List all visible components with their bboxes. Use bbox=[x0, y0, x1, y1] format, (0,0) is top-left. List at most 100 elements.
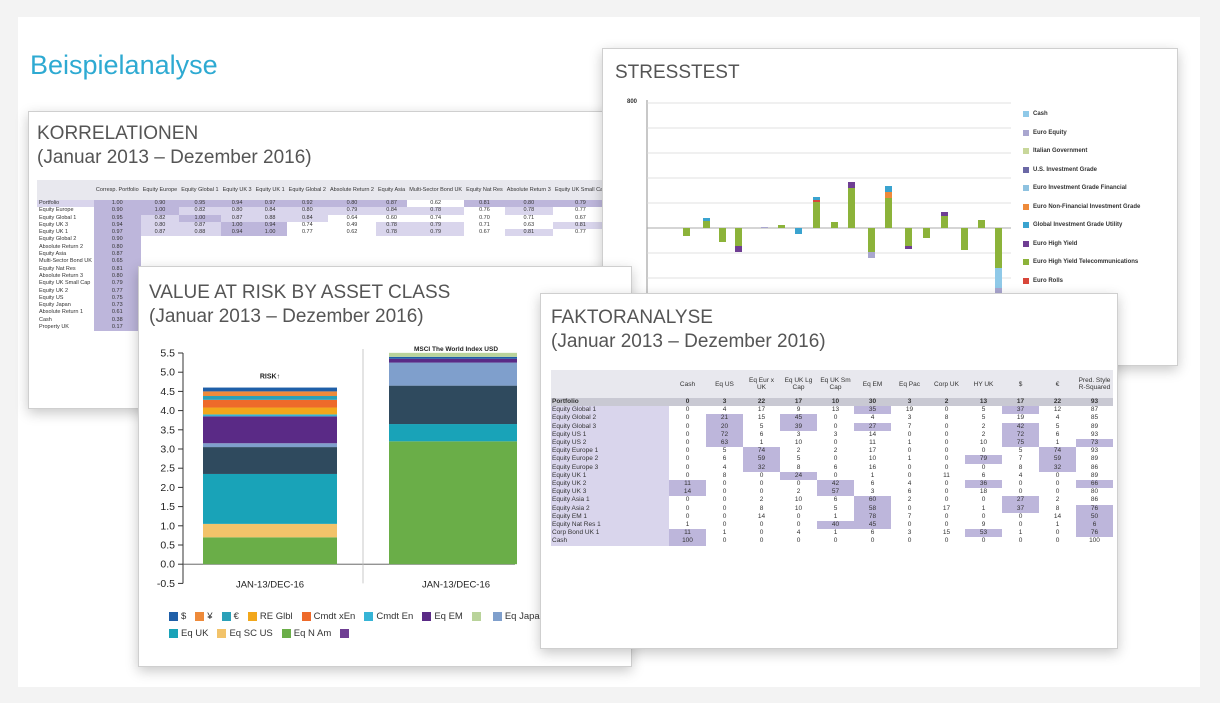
table-cell bbox=[553, 244, 608, 251]
table-cell: 5 bbox=[981, 406, 986, 414]
legend-label: € bbox=[233, 611, 239, 622]
var-subtitle: (Januar 2013 – Dezember 2016) bbox=[149, 306, 424, 327]
table-cell: 14 bbox=[757, 512, 766, 520]
table-row: Equity Global 3 0 20 5 39 0 27 7 0 2 42 5 89 bbox=[551, 422, 1113, 431]
legend-item: Italian Government bbox=[1023, 142, 1140, 161]
var-bar-segment bbox=[203, 537, 337, 565]
table-cell: 11 bbox=[669, 480, 706, 489]
table-cell bbox=[505, 258, 553, 265]
column-header: Equity Global 2 bbox=[286, 180, 328, 200]
row-label: Absolute Return 3 bbox=[39, 272, 84, 279]
var-bar-segment bbox=[389, 352, 517, 357]
faktoranalyse-heading: FAKTORANALYSE (Januar 2013 – Dezember 20… bbox=[551, 306, 826, 354]
legend-item: Eq SC US bbox=[217, 628, 273, 639]
row-label: Equity UK 3 bbox=[551, 488, 669, 497]
table-cell: 0 bbox=[759, 529, 764, 537]
var-bar-segment bbox=[389, 424, 517, 442]
table-cell: 30 bbox=[854, 398, 891, 407]
stresstest-bar bbox=[905, 228, 912, 246]
table-cell: 75 bbox=[1002, 439, 1039, 448]
table-cell: 0 bbox=[685, 512, 690, 520]
table-cell bbox=[179, 251, 220, 258]
table-cell: 3 bbox=[907, 529, 912, 537]
row-label: Equity UK 1 bbox=[551, 471, 669, 481]
table-cell: 8 bbox=[944, 414, 949, 422]
stresstest-y-label: 800 bbox=[627, 99, 638, 105]
table-cell: 0.62 bbox=[430, 200, 442, 206]
row-label: Equity Europe 1 bbox=[551, 447, 669, 456]
table-cell: 42 bbox=[817, 480, 854, 489]
row-label: Equity Nat Res bbox=[39, 265, 76, 272]
table-cell: 0.92 bbox=[286, 200, 328, 208]
table-cell: 1 bbox=[1018, 529, 1023, 537]
table-cell: 40 bbox=[817, 521, 854, 530]
table-cell: 0 bbox=[1055, 537, 1060, 545]
table-cell: 0 bbox=[1018, 521, 1023, 529]
table-cell: 0 bbox=[685, 439, 690, 447]
table-cell: 59 bbox=[1039, 455, 1076, 464]
table-cell bbox=[407, 236, 464, 243]
table-cell: 0.90 bbox=[93, 207, 141, 215]
legend-label: Eq UK bbox=[181, 628, 209, 639]
legend-swatch bbox=[217, 629, 227, 638]
table-cell: 0.87 bbox=[376, 200, 408, 208]
table-cell bbox=[464, 258, 505, 265]
table-cell: 0 bbox=[944, 422, 949, 430]
row-label: Equity Global 2 bbox=[39, 236, 77, 243]
var-y-tick-label: 2.0 bbox=[160, 482, 175, 494]
legend-swatch bbox=[1023, 259, 1029, 266]
row-label: Equity UK 1 bbox=[39, 229, 69, 236]
var-bar-segment bbox=[389, 358, 517, 363]
table-cell: 79 bbox=[965, 455, 1002, 464]
column-header: Equity UK Small Cap bbox=[552, 180, 609, 200]
table-cell bbox=[254, 244, 287, 251]
row-label: Cash bbox=[551, 537, 669, 546]
table-cell: 6 bbox=[870, 529, 875, 537]
table-cell: 21 bbox=[706, 414, 743, 423]
table-cell: 0 bbox=[833, 471, 838, 479]
legend-label: ¥ bbox=[207, 611, 213, 622]
table-cell: 0 bbox=[722, 537, 727, 545]
legend-label: U.S. Investment Grade bbox=[1033, 166, 1098, 173]
table-cell: 0.74 bbox=[301, 221, 313, 228]
var-chart: 5.5 5.0 4.5 4.0 3.5 3.0 2.5 2.0 1.5 1.0 0.5 0.0 -0.5… bbox=[157, 346, 517, 590]
table-cell: 5 bbox=[1018, 447, 1023, 455]
table-cell: 0 bbox=[685, 430, 690, 438]
table-cell: 0.60 bbox=[386, 214, 397, 221]
table-row: Equity US 0.75 bbox=[37, 294, 689, 303]
table-cell: 0.79 bbox=[552, 200, 609, 208]
table-cell: 1.00 bbox=[179, 214, 221, 222]
table-cell: 93 bbox=[1090, 430, 1099, 438]
legend-label: Euro High Yield Telecommunications bbox=[1033, 259, 1139, 266]
legend-swatch bbox=[1023, 240, 1029, 247]
table-cell: 14 bbox=[669, 488, 706, 497]
legend-swatch bbox=[1023, 129, 1029, 136]
table-row: Equity UK 2 11 0 0 0 42 6 4 0 36 0 0 66 bbox=[551, 480, 1113, 489]
table-cell: 0 bbox=[685, 455, 690, 463]
row-label: Multi-Sector Bond UK bbox=[39, 258, 92, 265]
table-cell: 19 bbox=[905, 406, 914, 414]
table-cell: 0.65 bbox=[93, 258, 141, 266]
table-cell: 0.38 bbox=[93, 316, 141, 325]
row-label: Absolute Return 1 bbox=[39, 309, 84, 316]
table-cell: 0 bbox=[1018, 480, 1023, 488]
table-cell: 0 bbox=[722, 521, 727, 529]
stresstest-bar bbox=[995, 228, 1002, 268]
stresstest-bar bbox=[868, 252, 875, 258]
table-cell: 8 bbox=[722, 471, 727, 479]
table-cell: 1.00 bbox=[220, 221, 254, 230]
table-cell: 0 bbox=[1018, 488, 1023, 496]
table-cell: 0 bbox=[759, 537, 764, 545]
table-cell: 32 bbox=[1039, 463, 1076, 472]
faktoranalyse-card: FAKTORANALYSE (Januar 2013 – Dezember 20… bbox=[540, 293, 1118, 649]
table-cell: 0.79 bbox=[407, 229, 465, 237]
table-cell bbox=[254, 251, 287, 258]
legend-item: Eq Japan bbox=[492, 611, 545, 622]
legend-swatch bbox=[301, 612, 311, 621]
table-cell: 14 bbox=[1053, 512, 1062, 520]
legend-item: Euro High Yield Telecommunications bbox=[1023, 253, 1140, 272]
row-label: Equity Europe 3 bbox=[551, 463, 669, 472]
table-cell: 4 bbox=[907, 480, 912, 488]
row-label: Equity US bbox=[39, 294, 64, 301]
stresstest-bar bbox=[848, 182, 855, 188]
